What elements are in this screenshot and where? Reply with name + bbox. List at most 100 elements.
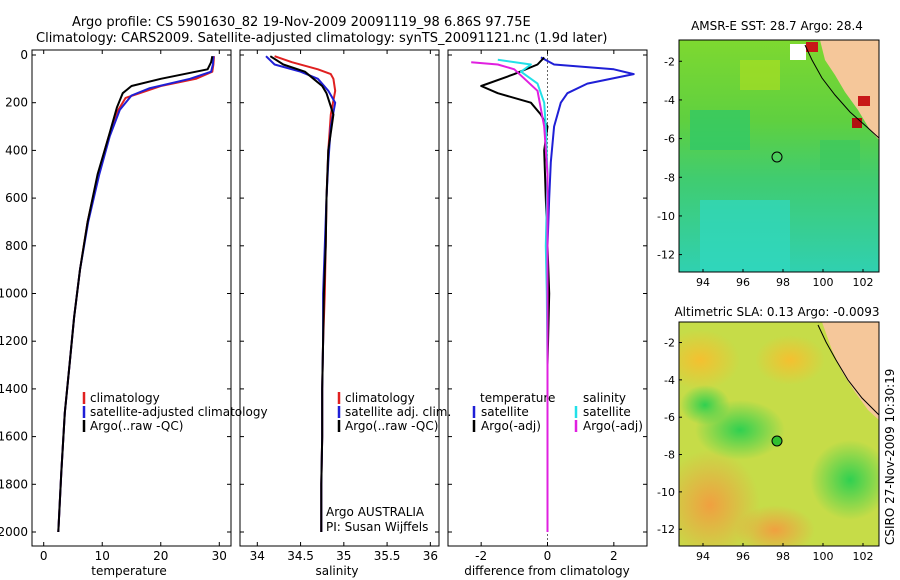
chart-marks: 0 10 20 30020040060080010001200140016001800… (0, 48, 874, 563)
y-tick-label: 0 (20, 48, 28, 62)
sla-blob (680, 385, 730, 425)
map-y-tick-label: -6 (664, 411, 675, 424)
sla-blob (755, 335, 825, 385)
y-tick-label: 1800 (0, 477, 28, 491)
y-tick-label: 1400 (0, 382, 28, 396)
y-tick-label: 600 (5, 191, 28, 205)
map-x-tick-label: 102 (853, 550, 874, 563)
sla-blob (810, 440, 879, 520)
sla-map-frame (678, 321, 880, 547)
salinity-legend: climatology satellite adj. clim. Argo(..… (326, 391, 451, 534)
legend-label-sal-argo: Argo(-adj) (583, 419, 643, 433)
legend-title-salinity: salinity (583, 391, 626, 405)
sst-land (820, 40, 879, 140)
series-line-climatology (57, 56, 215, 533)
map-x-tick-label: 96 (736, 550, 750, 563)
x-tick-label: 0 (40, 549, 48, 563)
header-line-2: Climatology: CARS2009. Satellite-adjuste… (36, 31, 608, 46)
csiro-timestamp: CSIRO 27-Nov-2009 10:30:19 (883, 369, 897, 545)
map-x-tick-label: 102 (853, 276, 874, 289)
sst-patch (700, 200, 790, 272)
map-x-tick-label: 94 (696, 276, 710, 289)
sst-map-title: AMSR-E SST: 28.7 Argo: 28.4 (691, 19, 863, 33)
series-line-satellite-adjusted-climatology (57, 56, 215, 533)
series-line-climatology (274, 55, 337, 532)
x-tick-label: 34 (250, 549, 265, 563)
sla-blob (735, 505, 815, 546)
sla-argo-marker (771, 435, 783, 447)
series-line-salinity-satellite (497, 58, 549, 532)
map-y-tick-label: -10 (657, 210, 675, 223)
sla-land (822, 322, 879, 420)
map-x-tick-label: 94 (696, 550, 710, 563)
legend-label-satellite-adjusted: satellite adj. clim. (345, 405, 451, 419)
x-tick-label: 20 (153, 549, 168, 563)
header-line-1: Argo profile: CS 5901630_82 19-Nov-2009 … (72, 15, 531, 30)
legend-label-climatology: climatology (90, 391, 160, 405)
series-line-salinity-argo-adj- (471, 61, 549, 532)
map-y-tick-label: -8 (664, 449, 675, 462)
x-tick-label: 10 (95, 549, 110, 563)
x-tick-label: -2 (475, 549, 487, 563)
map-y-tick-label: -4 (664, 374, 675, 387)
temperature-panel-frame (31, 49, 232, 547)
legend-label-climatology: climatology (345, 391, 415, 405)
y-tick-label: 200 (5, 96, 28, 110)
map-x-tick-label: 98 (776, 550, 790, 563)
sst-hot-pixel (806, 42, 818, 52)
difference-axis-label: difference from climatology (464, 564, 630, 578)
map-x-tick-label: 96 (736, 276, 750, 289)
x-tick-label: 35 (336, 549, 351, 563)
y-tick-label: 1000 (0, 287, 28, 301)
sst-map: AMSR-E SST: 28.7 Argo: 28.4 (678, 19, 880, 273)
annotation-pi: PI: Susan Wijffels (326, 520, 428, 534)
map-y-tick-label: -12 (657, 523, 675, 536)
map-y-tick-label: -2 (664, 55, 675, 68)
legend-label-temp-satellite: satellite (481, 405, 529, 419)
sst-patch (820, 140, 860, 170)
legend-label-argo: Argo(..raw -QC) (90, 419, 183, 433)
sla-map: Altimetric SLA: 0.13 Argo: -0.0093 (674, 305, 880, 547)
legend-label-temp-argo: Argo(-adj) (481, 419, 541, 433)
sst-hot-pixel (852, 118, 862, 128)
salinity-axis-label: salinity (315, 564, 358, 578)
series-line-temperature-satellite (540, 56, 635, 532)
series-line-temperature-argo-adj- (480, 56, 551, 532)
map-y-tick-label: -6 (664, 133, 675, 146)
x-tick-label: 35.5 (374, 549, 401, 563)
x-tick-label: 30 (212, 549, 227, 563)
annotation-argo-australia: Argo AUSTRALIA (326, 505, 425, 519)
temperature-axis-label: temperature (91, 564, 166, 578)
difference-legend: temperature salinity satellite Argo(-adj… (472, 391, 643, 433)
y-tick-label: 1200 (0, 334, 28, 348)
sst-patch (740, 60, 780, 90)
map-x-tick-label: 100 (813, 276, 834, 289)
y-tick-label: 2000 (0, 525, 28, 539)
legend-title-temperature: temperature (480, 391, 555, 405)
map-y-tick-label: -8 (664, 171, 675, 184)
map-y-tick-label: -4 (664, 94, 675, 107)
map-x-tick-label: 100 (813, 550, 834, 563)
sst-hot-pixel (858, 96, 870, 106)
temperature-legend: climatology satellite-adjusted climatolo… (82, 391, 268, 433)
x-tick-label: 34.5 (287, 549, 314, 563)
sla-blob (679, 330, 740, 390)
y-tick-label: 1600 (0, 430, 28, 444)
map-y-tick-label: -2 (664, 337, 675, 350)
map-y-tick-label: -10 (657, 486, 675, 499)
sst-patch (690, 110, 750, 150)
sst-map-frame (678, 39, 880, 273)
x-tick-label: 2 (610, 549, 618, 563)
series-line-argo-raw-qc- (57, 56, 214, 533)
sla-map-title: Altimetric SLA: 0.13 Argo: -0.0093 (674, 305, 879, 319)
y-tick-label: 800 (5, 239, 28, 253)
x-tick-label: 0 (544, 549, 552, 563)
y-tick-label: 400 (5, 143, 28, 157)
sst-coastline (804, 44, 879, 139)
legend-label-sal-satellite: satellite (583, 405, 631, 419)
legend-label-argo: Argo(..raw -QC) (345, 419, 438, 433)
sla-coastline (817, 324, 879, 416)
map-y-tick-label: -12 (657, 249, 675, 262)
series-line-argo-raw-qc- (269, 55, 335, 532)
